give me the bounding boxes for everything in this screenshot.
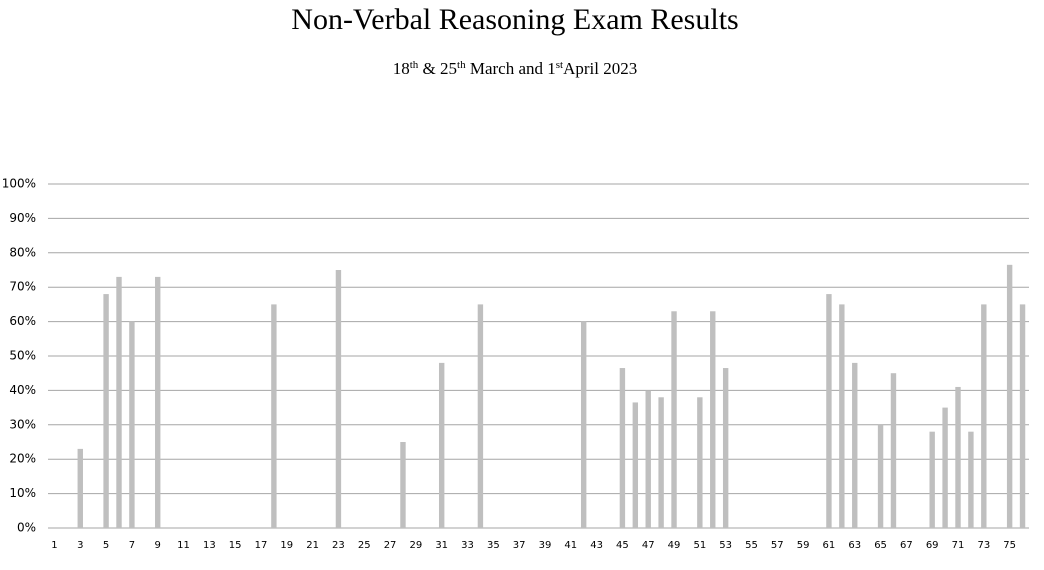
- x-tick-label: 69: [926, 540, 939, 551]
- x-tick-label: 43: [590, 540, 603, 551]
- y-tick-label: 30%: [9, 417, 36, 431]
- bar: [877, 424, 884, 528]
- bar: [155, 276, 161, 528]
- bar: [981, 304, 987, 528]
- bar: [103, 294, 109, 528]
- x-tick-label: 29: [410, 540, 423, 551]
- x-tick-label: 27: [384, 540, 397, 551]
- x-tick-label: 31: [435, 540, 448, 551]
- y-tick-label: 100%: [2, 177, 36, 191]
- x-tick-label: 15: [229, 540, 242, 551]
- chart-subtitle: 18th & 25th March and 1stApril 2023: [393, 59, 638, 78]
- bar: [129, 321, 135, 528]
- bar: [1006, 264, 1013, 528]
- x-tick-label: 53: [719, 540, 732, 551]
- x-tick-label: 23: [332, 540, 345, 551]
- bar: [400, 442, 406, 528]
- x-tick-label: 45: [616, 540, 629, 551]
- x-tick-label: 59: [797, 540, 810, 551]
- subtitle-sup: th: [410, 59, 419, 71]
- x-tick-label: 35: [487, 540, 500, 551]
- x-tick-label: 47: [642, 540, 655, 551]
- subtitle-part: April 2023: [563, 59, 637, 78]
- bar: [890, 373, 897, 528]
- subtitle-part: & 25: [418, 59, 457, 78]
- x-tick-label: 9: [155, 540, 161, 551]
- bar: [968, 431, 974, 528]
- x-tick-label: 63: [848, 540, 861, 551]
- x-tick-label: 1: [51, 540, 57, 551]
- x-tick-label: 41: [564, 540, 577, 551]
- bar: [671, 311, 677, 528]
- bar: [632, 402, 639, 528]
- y-tick-label: 50%: [9, 349, 36, 363]
- bar: [710, 311, 716, 528]
- bar: [722, 368, 729, 528]
- bar: [116, 276, 122, 528]
- x-tick-label: 49: [668, 540, 681, 551]
- x-tick-label: 39: [539, 540, 552, 551]
- bar: [697, 397, 703, 528]
- bar: [77, 448, 83, 528]
- y-tick-label: 60%: [9, 314, 36, 328]
- bar: [438, 362, 445, 528]
- y-tick-label: 10%: [9, 486, 36, 500]
- y-tick-label: 70%: [9, 280, 36, 294]
- bar: [580, 321, 587, 528]
- bar: [955, 386, 961, 528]
- y-tick-label: 0%: [17, 521, 36, 535]
- subtitle-part: March and 1: [466, 59, 556, 78]
- x-tick-label: 61: [823, 540, 836, 551]
- y-tick-label: 40%: [9, 383, 36, 397]
- y-tick-label: 90%: [9, 211, 36, 225]
- x-tick-label: 37: [513, 540, 526, 551]
- x-tick-label: 7: [129, 540, 135, 551]
- x-tick-label: 73: [977, 540, 990, 551]
- y-tick-label: 20%: [9, 452, 36, 466]
- bar: [271, 304, 277, 528]
- bar: [619, 368, 626, 528]
- x-tick-label: 21: [306, 540, 319, 551]
- bar: [826, 294, 832, 528]
- x-tick-label: 71: [952, 540, 965, 551]
- x-tick-label: 51: [693, 540, 706, 551]
- bar: [929, 431, 935, 528]
- x-tick-label: 5: [103, 540, 109, 551]
- chart-title: Non-Verbal Reasoning Exam Results: [291, 3, 738, 36]
- x-tick-label: 67: [900, 540, 913, 551]
- x-tick-label: 11: [177, 540, 190, 551]
- x-tick-label: 33: [461, 540, 474, 551]
- subtitle-sup: th: [457, 59, 466, 71]
- bar: [335, 270, 342, 528]
- x-tick-label: 3: [77, 540, 83, 551]
- subtitle-sup: st: [556, 59, 563, 71]
- y-tick-label: 80%: [9, 245, 36, 259]
- x-tick-label: 75: [1003, 540, 1016, 551]
- bar: [1019, 304, 1026, 528]
- x-tick-label: 19: [280, 540, 293, 551]
- bar: [477, 304, 484, 528]
- x-tick-label: 57: [771, 540, 784, 551]
- bar: [645, 390, 651, 528]
- bar: [942, 407, 948, 528]
- x-tick-label: 25: [358, 540, 371, 551]
- bar: [852, 362, 858, 528]
- bar: [839, 304, 845, 528]
- subtitle-part: 18: [393, 59, 410, 78]
- x-tick-label: 55: [745, 540, 758, 551]
- x-tick-label: 65: [874, 540, 887, 551]
- bar: [658, 397, 664, 528]
- x-tick-label: 13: [203, 540, 216, 551]
- x-tick-label: 17: [255, 540, 268, 551]
